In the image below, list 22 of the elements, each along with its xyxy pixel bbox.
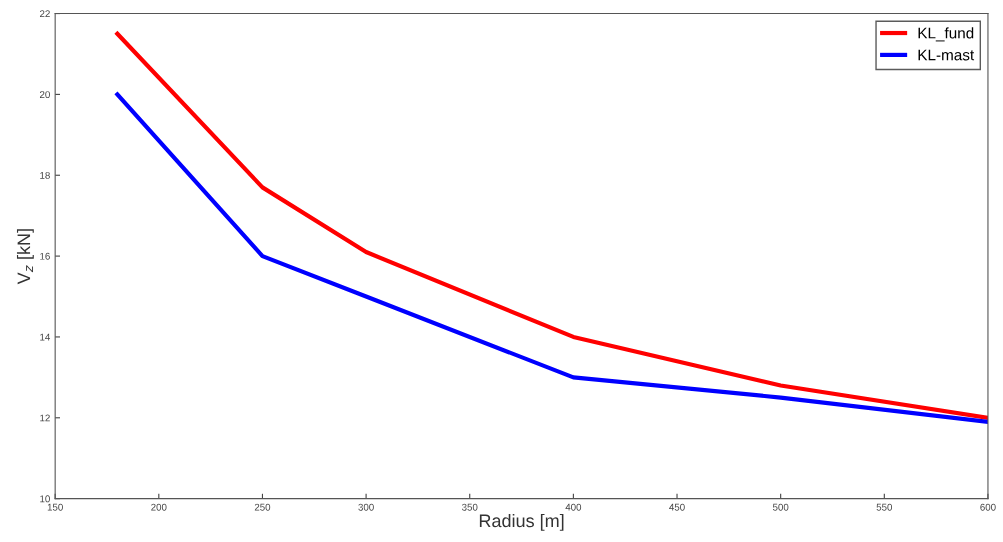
x-tick-label: 450 <box>669 503 685 511</box>
x-tick-label: 150 <box>47 503 63 511</box>
x-tick-label: 250 <box>254 503 271 511</box>
y-axis-title: V$_{z}$ [kN] <box>16 229 34 285</box>
x-tick-label: 500 <box>772 503 789 511</box>
x-tick-label: 300 <box>358 503 374 511</box>
y-tick-label: 10 <box>40 495 50 503</box>
x-tick-label: 400 <box>565 503 582 511</box>
x-tick-label: 600 <box>980 503 996 511</box>
legend-label: KL-mast <box>918 49 975 61</box>
y-tick-label: 20 <box>39 91 50 99</box>
x-axis-title: Radius [m] <box>479 513 564 531</box>
y-tick-label: 22 <box>39 10 50 18</box>
y-tick-label: 18 <box>40 171 50 179</box>
x-tick-label: 550 <box>876 503 893 511</box>
y-tick-label: 16 <box>40 252 50 260</box>
x-tick-label: 200 <box>151 503 167 511</box>
x-tick-label: 350 <box>462 503 478 511</box>
legend-label: KL_fund <box>918 27 974 42</box>
y-tick-label: 14 <box>40 333 51 341</box>
line-series <box>115 92 988 424</box>
y-tick-label: 12 <box>40 414 50 422</box>
